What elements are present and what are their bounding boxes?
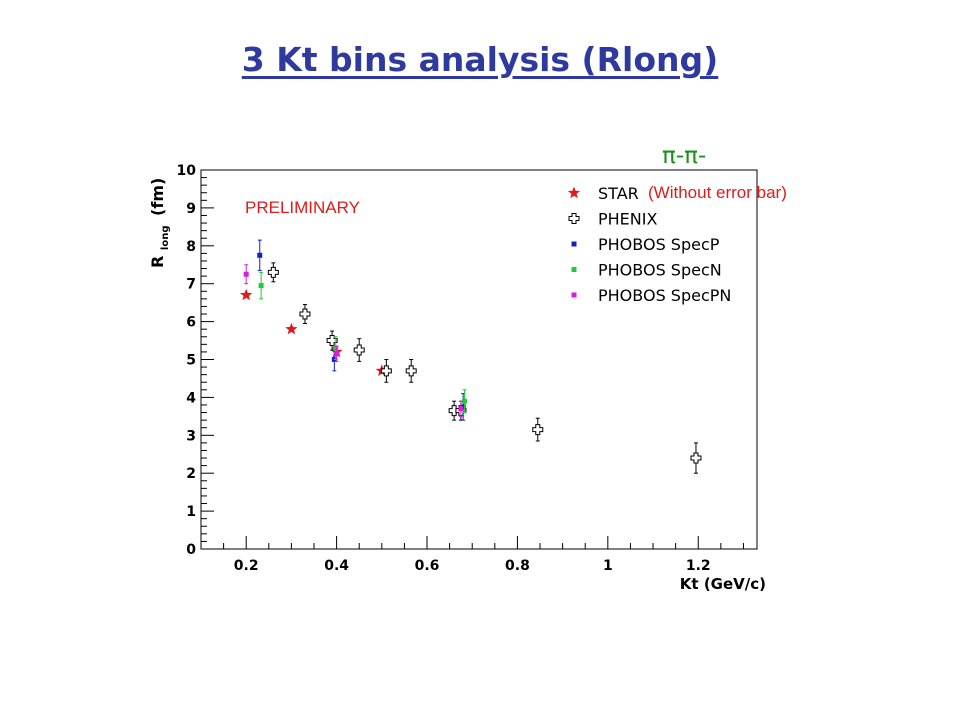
data-point <box>380 365 392 377</box>
data-point <box>243 271 249 277</box>
svg-text:R long (fm): R long (fm) <box>148 178 172 268</box>
data-point <box>299 308 311 320</box>
legend-label: PHOBOS SpecPN <box>598 286 731 305</box>
data-point <box>257 252 263 258</box>
data-point <box>462 398 468 404</box>
data-point <box>267 266 279 278</box>
y-tick-label: 6 <box>186 315 196 331</box>
x-tick-label: 0.2 <box>234 558 259 574</box>
without-error-bar-note: (Without error bar) <box>648 183 787 202</box>
series-phobos-specpn <box>243 264 464 417</box>
data-point <box>458 406 464 412</box>
data-point <box>405 365 417 377</box>
legend-label: PHOBOS SpecP <box>598 235 720 254</box>
data-point <box>334 351 340 357</box>
y-tick-label: 4 <box>186 390 196 406</box>
data-point <box>240 288 253 301</box>
data-point <box>353 344 365 356</box>
x-tick-label: 1.2 <box>686 558 711 574</box>
x-axis-label: Kt (GeV/c) <box>680 575 766 593</box>
series-star <box>240 288 388 377</box>
y-axis-label-main: R <box>148 256 167 268</box>
series-phenix <box>267 262 702 474</box>
y-tick-label: 3 <box>186 428 196 444</box>
legend-label: PHENIX <box>598 210 657 229</box>
y-tick-label: 5 <box>186 353 196 369</box>
legend-marker <box>571 241 577 247</box>
legend-label: STAR <box>598 184 639 203</box>
y-axis-label-sub: long <box>160 226 171 251</box>
legend-marker <box>571 292 577 298</box>
slide-title: 3 Kt bins analysis (Rlong) <box>241 40 719 79</box>
y-tick-label: 7 <box>186 277 196 293</box>
x-tick-label: 0.4 <box>324 558 349 574</box>
y-tick-label: 8 <box>186 239 196 255</box>
legend-marker <box>567 186 581 199</box>
x-tick-label: 0.8 <box>505 558 530 574</box>
legend-marker <box>571 267 577 272</box>
series-phobos-specp <box>257 239 466 421</box>
preliminary-label: PRELIMINARY <box>245 198 360 217</box>
data-point <box>258 283 264 289</box>
y-axis-label-unit: (fm) <box>148 178 167 216</box>
y-tick-label: 1 <box>186 504 196 520</box>
x-tick-label: 1 <box>603 558 613 574</box>
legend-label: PHOBOS SpecN <box>598 261 722 280</box>
data-point <box>285 322 298 335</box>
data-point <box>532 424 544 436</box>
y-tick-label: 0 <box>186 542 196 558</box>
data-point <box>326 335 338 347</box>
y-tick-label: 9 <box>186 201 196 217</box>
data-point <box>690 452 702 464</box>
y-axis-label: R long (fm) <box>148 178 172 268</box>
legend-marker <box>568 213 580 224</box>
y-tick-label: 10 <box>177 163 197 179</box>
data-point <box>333 345 339 351</box>
x-tick-label: 0.6 <box>415 558 440 574</box>
particle-label: π-π- <box>662 143 706 169</box>
y-tick-label: 2 <box>186 466 196 482</box>
plot-frame <box>200 169 758 550</box>
series-phobos-specn <box>258 271 468 414</box>
